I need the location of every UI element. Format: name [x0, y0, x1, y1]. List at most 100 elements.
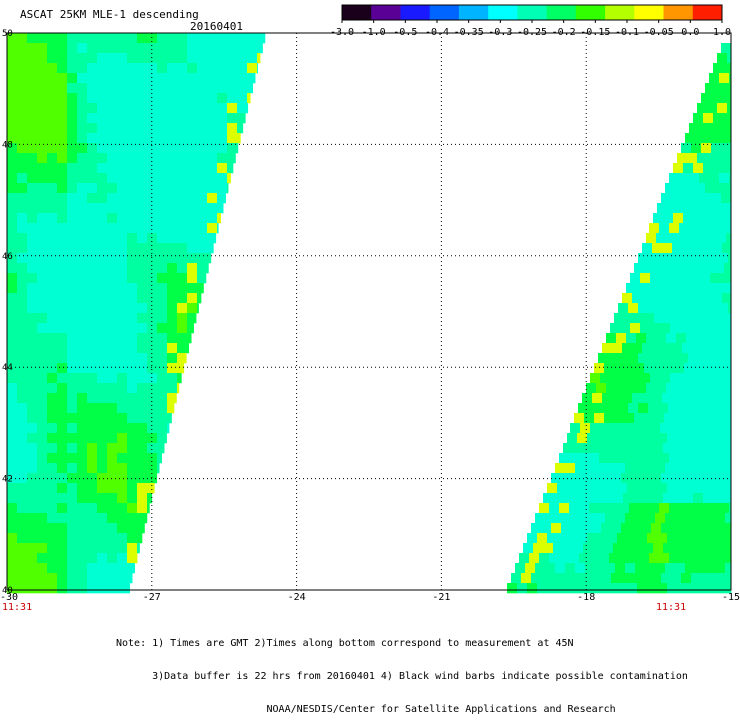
- swath-cell: [57, 53, 67, 63]
- swath-cell: [207, 243, 214, 253]
- latitude-label: 46: [2, 252, 13, 262]
- swath-cell: [37, 443, 47, 453]
- swath-cell: [117, 273, 127, 283]
- swath-cell: [604, 413, 614, 423]
- swath-cell: [137, 533, 142, 543]
- swath-cell: [107, 353, 117, 363]
- swath-cell: [167, 163, 177, 173]
- swath-cell: [107, 83, 117, 93]
- swath-cell: [691, 193, 701, 203]
- swath-cell: [695, 133, 705, 143]
- swath-cell: [17, 73, 27, 83]
- colorbar-segment: [605, 5, 635, 20]
- swath-cell: [712, 293, 722, 303]
- swath-cell: [595, 463, 605, 473]
- swath-cell: [674, 263, 684, 273]
- swath-cell: [217, 163, 227, 173]
- swath-cell: [27, 63, 37, 73]
- swath-cell: [67, 113, 77, 123]
- swath-cell: [677, 583, 687, 593]
- swath-cell: [632, 343, 642, 353]
- swath-cell: [217, 143, 227, 153]
- swath-cell: [117, 83, 127, 93]
- swath-cell: [525, 563, 535, 573]
- swath-cell: [7, 233, 17, 243]
- swath-cell: [547, 583, 557, 593]
- swath-cell: [37, 343, 47, 353]
- swath-cell: [603, 443, 613, 453]
- swath-cell: [97, 293, 107, 303]
- swath-cell: [695, 183, 705, 193]
- swath-cell: [237, 73, 247, 83]
- swath-cell: [117, 253, 127, 263]
- swath-cell: [117, 363, 127, 373]
- swath-cell: [679, 453, 689, 463]
- swath-cell: [583, 543, 593, 553]
- swath-cell: [107, 273, 117, 283]
- longitude-label: -18: [577, 592, 595, 603]
- swath-cell: [167, 333, 177, 343]
- swath-cell: [177, 363, 184, 373]
- swath-cell: [636, 283, 646, 293]
- swath-cell: [87, 443, 97, 453]
- swath-cell: [694, 263, 704, 273]
- swath-cell: [177, 103, 187, 113]
- swath-cell: [27, 153, 37, 163]
- swath-cell: [147, 503, 150, 513]
- swath-cell: [37, 293, 47, 303]
- swath-cell: [107, 323, 117, 333]
- swath-cell: [227, 133, 237, 143]
- swath-cell: [662, 343, 672, 353]
- swath-cell: [37, 333, 47, 343]
- swath-cell: [127, 573, 132, 583]
- swath-cell: [674, 313, 684, 323]
- swath-cell: [714, 413, 724, 423]
- swath-cell: [127, 403, 137, 413]
- swath-cell: [57, 533, 67, 543]
- swath-cell: [117, 583, 127, 593]
- swath-cell: [137, 433, 147, 443]
- swath-cell: [167, 343, 177, 353]
- swath-cell: [646, 383, 656, 393]
- swath-cell: [107, 163, 117, 173]
- swath-cell: [7, 183, 17, 193]
- swath-cell: [667, 433, 677, 443]
- swath-cell: [57, 63, 67, 73]
- swath-cell: [7, 563, 17, 573]
- swath-cell: [127, 153, 137, 163]
- swath-cell: [682, 293, 692, 303]
- swath-cell: [147, 403, 157, 413]
- swath-cell: [57, 353, 67, 363]
- swath-cell: [667, 203, 677, 213]
- swath-cell: [704, 313, 714, 323]
- swath-cell: [87, 273, 97, 283]
- swath-cell: [117, 453, 127, 463]
- swath-cell: [177, 353, 187, 363]
- swath-cell: [625, 513, 635, 523]
- swath-cell: [147, 63, 157, 73]
- swath-cell: [77, 283, 87, 293]
- swath-cell: [97, 353, 107, 363]
- swath-cell: [515, 563, 525, 573]
- swath-cell: [7, 73, 17, 83]
- swath-cell: [207, 113, 217, 123]
- swath-cell: [667, 483, 677, 493]
- swath-cell: [147, 203, 157, 213]
- swath-cell: [717, 53, 727, 63]
- swath-cell: [37, 83, 47, 93]
- swath-cell: [147, 243, 157, 253]
- swath-cell: [37, 493, 47, 503]
- swath-cell: [571, 523, 581, 533]
- swath-cell: [658, 403, 668, 413]
- swath-cell: [559, 553, 569, 563]
- swath-cell: [157, 463, 160, 473]
- swath-cell: [702, 243, 712, 253]
- swath-cell: [77, 203, 87, 213]
- swath-cell: [137, 463, 147, 473]
- swath-cell: [721, 193, 731, 203]
- swath-cell: [87, 413, 97, 423]
- swath-cell: [57, 433, 67, 443]
- swath-cell: [67, 273, 77, 283]
- swath-cell: [697, 153, 707, 163]
- swath-cell: [608, 353, 618, 363]
